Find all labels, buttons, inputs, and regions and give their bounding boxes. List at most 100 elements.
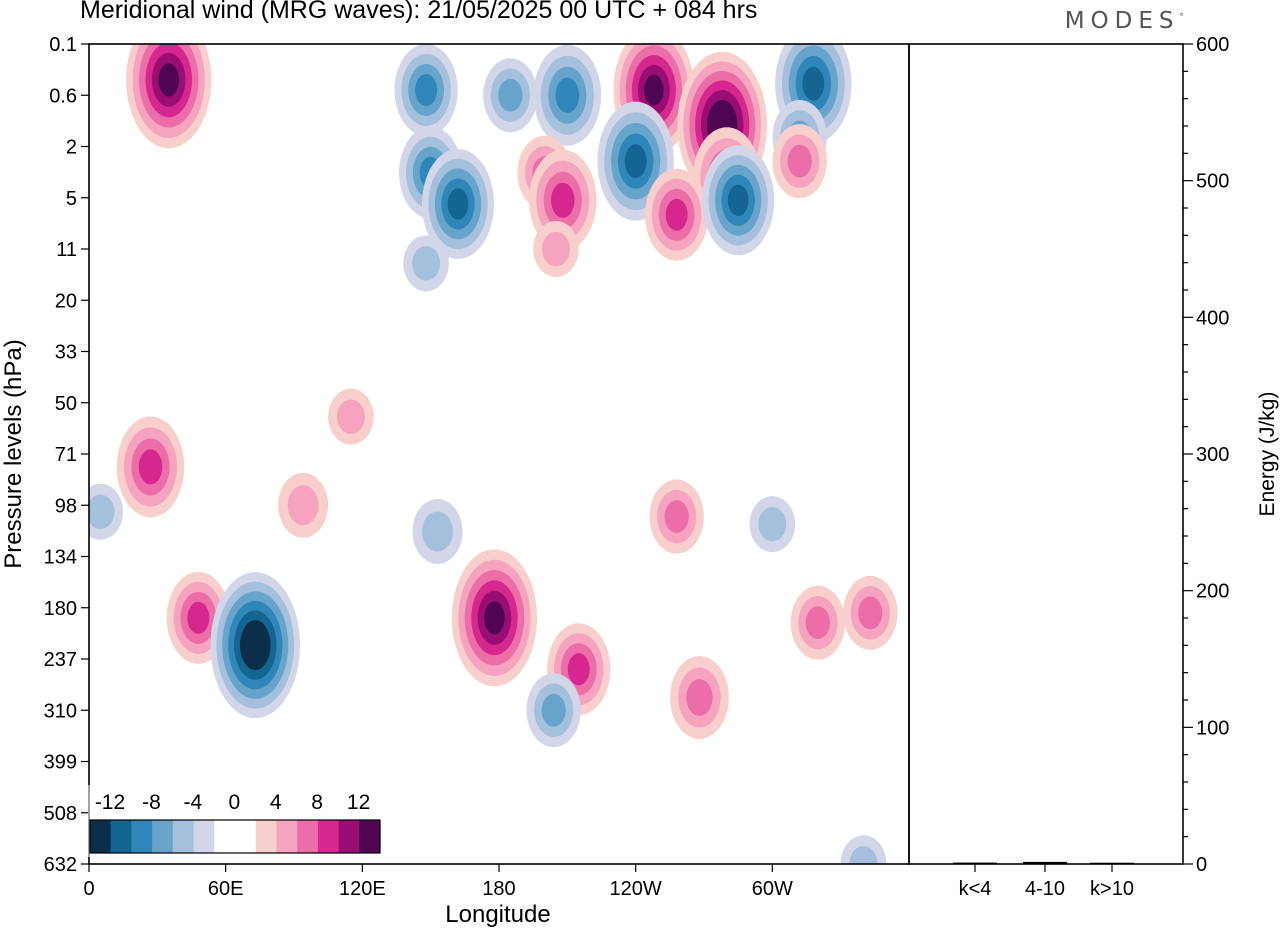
wind-feature	[89, 483, 124, 540]
y-tick-label: 11	[56, 239, 77, 261]
brand-text: MODES	[1064, 8, 1180, 34]
modes-logo: MODES°	[1065, 8, 1184, 34]
energy-category-label: k<4	[959, 878, 992, 900]
energy-bar	[953, 862, 997, 864]
colorbar-swatch	[110, 820, 132, 853]
y-tick-label: 98	[55, 495, 77, 517]
colorbar-label: 8	[311, 791, 323, 814]
colorbar-swatch	[131, 820, 153, 853]
wind-feature	[526, 673, 581, 748]
wind-feature	[749, 496, 796, 553]
x-tick-label: 120W	[610, 878, 662, 900]
energy-bar	[1023, 861, 1067, 864]
wind-feature	[451, 549, 538, 687]
energy-bar	[1090, 862, 1134, 864]
wind-contour	[541, 231, 570, 267]
wind-feature	[403, 235, 449, 292]
wind-feature	[649, 479, 704, 554]
y-tick-label: 50	[55, 393, 77, 415]
wind-feature	[790, 585, 846, 660]
colorbar-label: 12	[347, 791, 370, 814]
wind-contour	[287, 485, 319, 526]
colorbar-swatch	[193, 820, 215, 853]
y-tick-label: 5	[66, 188, 77, 210]
wind-feature	[483, 58, 538, 133]
colorbar-label: -8	[142, 791, 161, 814]
colorbar-swatch	[214, 820, 236, 853]
colorbar-swatch	[152, 820, 174, 853]
y-tick-label: 237	[44, 649, 77, 671]
wind-feature	[533, 44, 602, 146]
energy-category-label: 4-10	[1025, 878, 1065, 900]
wind-contour	[412, 246, 441, 281]
y-tick-label: 0.6	[49, 85, 77, 107]
wind-contour	[758, 506, 787, 542]
wind-contour	[805, 606, 830, 640]
y-tick-label: 33	[55, 342, 77, 364]
wind-feature	[843, 575, 898, 650]
x-tick-label: 120E	[339, 878, 386, 900]
x-tick-label: 60W	[752, 878, 793, 900]
wind-feature	[126, 44, 212, 149]
energy-tick-label: 600	[1196, 34, 1229, 56]
energy-tick-label: 400	[1196, 307, 1229, 329]
y-tick-label: 2	[66, 137, 77, 159]
wind-contour	[686, 679, 713, 716]
wind-feature	[210, 572, 301, 719]
energy-axis-label: Energy (J/kg)	[1256, 392, 1279, 517]
y-tick-label: 180	[44, 598, 77, 620]
colorbar-label: -4	[184, 791, 203, 814]
colorbar-swatch	[297, 820, 319, 853]
wind-contour	[849, 846, 878, 864]
colorbar-swatch	[359, 820, 381, 853]
colorbar-label: -12	[95, 791, 125, 814]
wind-contour	[787, 144, 812, 178]
wind-feature	[645, 168, 709, 261]
y-tick-label: 134	[44, 547, 77, 569]
colorbar-swatch	[338, 820, 360, 853]
y-tick-label: 0.1	[49, 34, 77, 56]
wind-contour	[644, 74, 664, 106]
x-tick-label: 0	[83, 878, 94, 900]
wind-contour	[422, 511, 453, 552]
wind-contour	[802, 66, 825, 101]
colorbar-frame	[89, 819, 381, 854]
wind-contour	[550, 182, 575, 218]
y-tick-label: 20	[55, 290, 77, 312]
wind-contour	[89, 494, 115, 529]
wind-feature	[772, 124, 827, 199]
colorbar-label: 4	[270, 791, 282, 814]
colorbar-swatch	[90, 820, 112, 853]
wind-feature	[328, 388, 374, 445]
colorbar-swatch	[235, 820, 257, 853]
wind-contour	[187, 601, 210, 634]
wind-contour	[567, 653, 590, 686]
x-tick-label: 60E	[208, 878, 244, 900]
wind-feature	[528, 149, 597, 251]
energy-tick-label: 100	[1196, 717, 1229, 739]
energy-plot-frame	[908, 43, 1184, 865]
colorbar: -12 -8 -4 0 4 8 12	[88, 785, 382, 857]
wind-feature	[840, 835, 887, 864]
wind-contour	[624, 144, 647, 179]
wind-contour	[415, 74, 438, 107]
wind-contour	[498, 78, 523, 112]
x-axis-label: Longitude	[445, 901, 550, 928]
wind-contour	[541, 693, 566, 727]
y-tick-label: 508	[44, 803, 77, 825]
wind-field	[89, 44, 898, 864]
colorbar-swatch	[172, 820, 195, 853]
energy-tick-label: 300	[1196, 444, 1229, 466]
energy-bars: 0 100 200 300 400 500 600 k<4 4-10 k>10	[953, 34, 1229, 900]
wind-feature	[394, 44, 458, 137]
wind-contour	[555, 77, 580, 113]
brand-registered-mark: °	[1179, 12, 1185, 23]
wind-feature	[670, 656, 729, 740]
wind-feature	[116, 416, 185, 518]
colorbar-label: 0	[228, 791, 240, 814]
wind-contour	[138, 449, 163, 485]
wind-contour	[245, 629, 265, 661]
energy-tick-label: 200	[1196, 581, 1229, 603]
y-tick-label: 310	[44, 700, 77, 722]
